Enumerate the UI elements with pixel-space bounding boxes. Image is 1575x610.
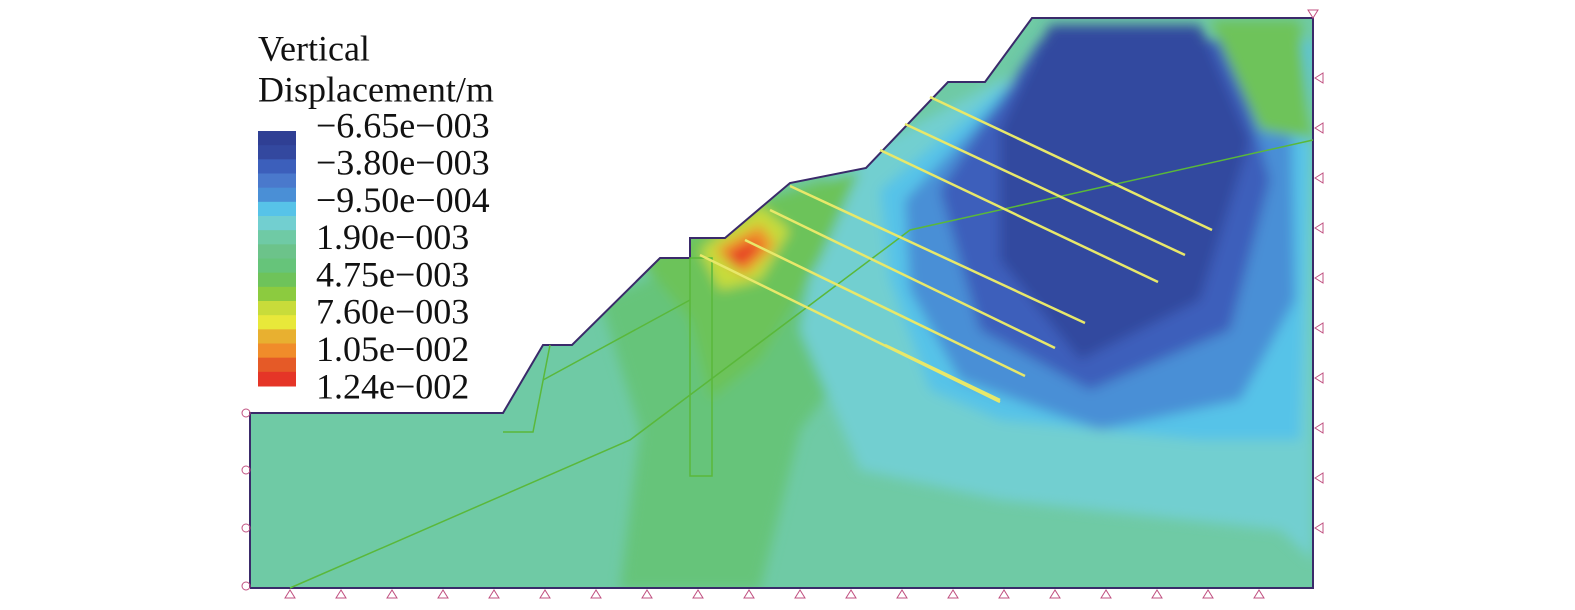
- support: [1314, 472, 1324, 484]
- anchors: [699, 95, 1213, 404]
- support: [641, 589, 653, 599]
- legend-swatch: [258, 272, 296, 288]
- legend-swatch: [258, 343, 296, 359]
- legend-swatch: [258, 357, 296, 373]
- supports: [241, 9, 1324, 599]
- support: [284, 589, 296, 599]
- support: [1314, 172, 1324, 184]
- slope-outline: [249, 17, 1314, 589]
- legend-swatch: [258, 329, 296, 344]
- support: [241, 408, 251, 418]
- anchor: [744, 238, 1026, 378]
- support: [1314, 72, 1324, 84]
- legend-label: 1.24e−002: [316, 366, 469, 406]
- legend-label: 1.90e−003: [316, 217, 469, 257]
- support: [1151, 589, 1163, 599]
- support: [947, 589, 959, 599]
- legend-label: 4.75e−003: [316, 254, 469, 294]
- legend-swatch: [258, 201, 296, 217]
- anchor: [789, 184, 1086, 325]
- legend-swatches: [258, 131, 296, 387]
- support: [437, 589, 449, 599]
- support: [241, 465, 251, 475]
- support: [1253, 589, 1265, 599]
- legend-title: Vertical: [258, 28, 370, 68]
- support: [1049, 589, 1061, 599]
- legend-swatch: [258, 230, 296, 245]
- legend-label: −9.50e−004: [316, 180, 490, 220]
- support: [794, 589, 806, 599]
- support: [1314, 322, 1324, 334]
- legend-swatch: [258, 258, 296, 274]
- support: [743, 589, 755, 599]
- legend-swatch: [258, 315, 296, 330]
- legend-label: 1.05e−002: [316, 329, 469, 369]
- support: [241, 523, 251, 533]
- support: [335, 589, 347, 599]
- support: [1314, 222, 1324, 234]
- anchor: [699, 253, 1001, 404]
- legend-label: 7.60e−003: [316, 292, 469, 332]
- legend-swatch: [258, 131, 296, 146]
- legend-label: −3.80e−003: [316, 143, 490, 183]
- anchor: [879, 148, 1159, 284]
- support: [1314, 272, 1324, 284]
- support: [692, 589, 704, 599]
- legend-swatch: [258, 145, 296, 160]
- legend-title: Displacement/m: [258, 69, 494, 109]
- support: [1202, 589, 1214, 599]
- support: [1100, 589, 1112, 599]
- support: [386, 589, 398, 599]
- interfaces: [289, 139, 1314, 589]
- legend-swatch: [258, 173, 296, 189]
- support: [539, 589, 551, 599]
- legend-swatch: [258, 244, 296, 259]
- legend-swatch: [258, 286, 296, 302]
- support: [1314, 372, 1324, 384]
- support: [590, 589, 602, 599]
- anchor: [929, 95, 1213, 232]
- support: [998, 589, 1010, 599]
- legend-swatch: [258, 301, 296, 316]
- support: [896, 589, 908, 599]
- anchor: [769, 208, 1056, 350]
- support: [488, 589, 500, 599]
- legend-swatch: [258, 159, 296, 174]
- legend-swatch: [258, 216, 296, 231]
- support: [241, 581, 251, 591]
- anchor: [904, 122, 1186, 257]
- support: [1314, 422, 1324, 434]
- anchor: [884, 343, 1001, 402]
- support: [1314, 122, 1324, 134]
- support: [1307, 9, 1319, 19]
- legend-swatch: [258, 187, 296, 203]
- legend-label: −6.65e−003: [316, 105, 490, 145]
- support: [845, 589, 857, 599]
- support: [1314, 522, 1324, 534]
- legend-swatch: [258, 371, 296, 387]
